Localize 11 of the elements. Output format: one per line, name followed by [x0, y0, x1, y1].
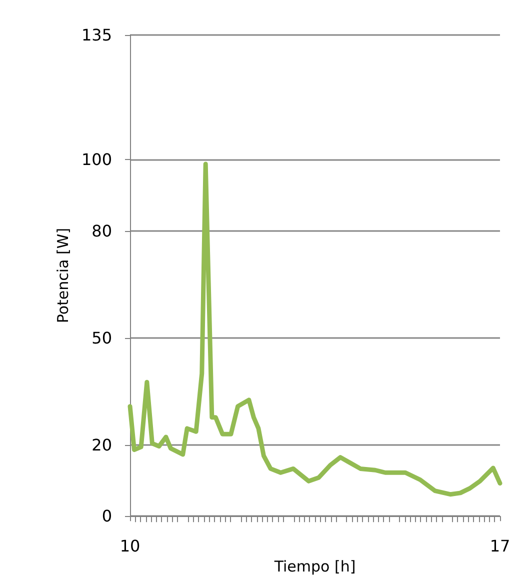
y-tick-label: 20 — [92, 435, 112, 454]
line-series — [128, 162, 502, 497]
x-tick-label: 17 — [490, 536, 510, 556]
y-tick-label: 100 — [81, 150, 112, 170]
y-tick-label: 135 — [81, 26, 112, 44]
y-tick-label: 80 — [92, 222, 112, 241]
y-tick-label: 0 — [102, 506, 112, 526]
x-tick-label: 10 — [120, 536, 140, 556]
y-tick-label: 50 — [92, 328, 112, 348]
y-axis-title: Potencia [W] — [54, 228, 72, 324]
x-axis-title: Tiempo [h] — [273, 558, 356, 576]
